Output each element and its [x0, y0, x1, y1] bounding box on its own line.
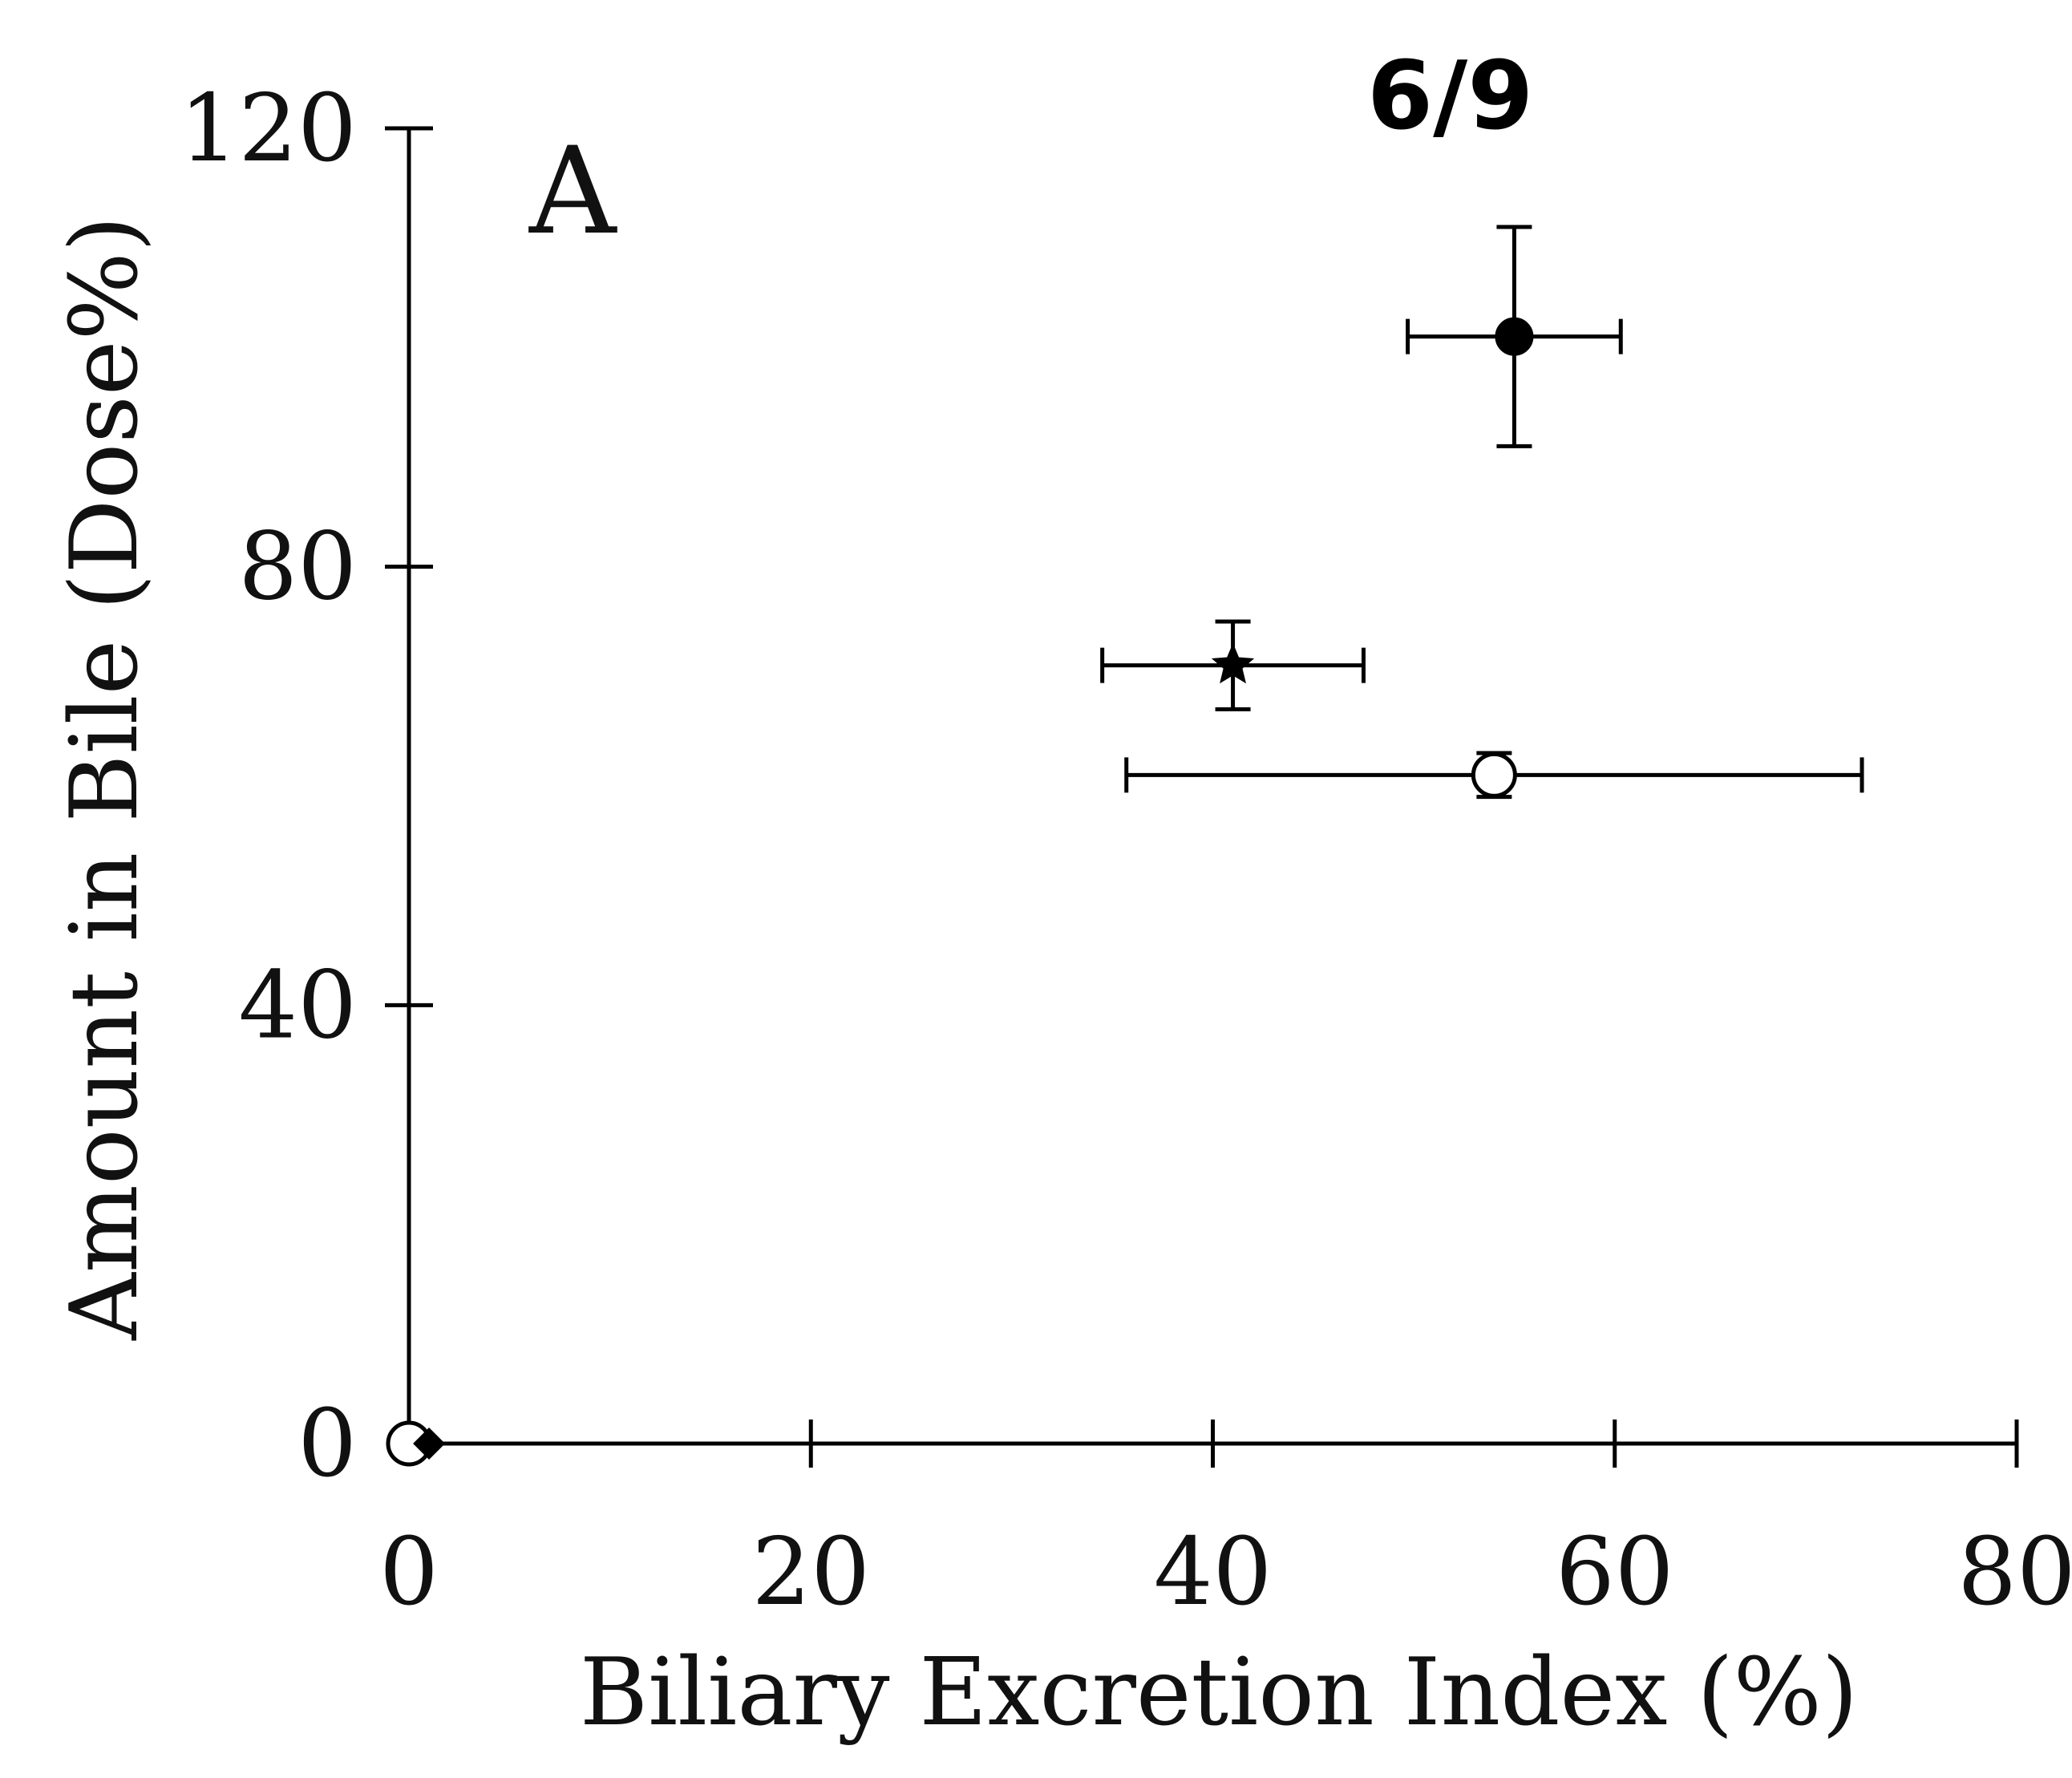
- data-point-1: [1408, 227, 1621, 446]
- y-tick-label-120: 120: [180, 75, 357, 183]
- y-tick-label-80: 80: [238, 513, 357, 622]
- y-axis-title: Amount in Bile (Dose%): [51, 216, 159, 1341]
- page-number: 6/9: [1367, 40, 1533, 151]
- panel-label: A: [528, 122, 617, 261]
- x-tick-label-0: 0: [379, 1518, 439, 1626]
- y-axis-ticks: 0 40 80 120: [180, 75, 433, 1498]
- x-tick-label-80: 80: [1957, 1518, 2072, 1626]
- open-circle-marker: [1473, 754, 1515, 796]
- data-point-3: [1127, 753, 1862, 797]
- data-point-2: [1103, 622, 1364, 709]
- x-tick-label-20: 20: [751, 1518, 870, 1626]
- filled-circle-marker: [1496, 319, 1532, 354]
- y-tick-label-40: 40: [238, 951, 357, 1059]
- data-points: [388, 227, 1862, 1464]
- x-axis-title: Biliary Excretion Index (%): [580, 1638, 1858, 1747]
- x-tick-label-60: 60: [1556, 1518, 1674, 1626]
- y-tick-label-0: 0: [297, 1390, 357, 1498]
- x-axis-ticks: 0 20 40 60 80: [379, 1420, 2072, 1626]
- x-tick-label-40: 40: [1154, 1518, 1273, 1626]
